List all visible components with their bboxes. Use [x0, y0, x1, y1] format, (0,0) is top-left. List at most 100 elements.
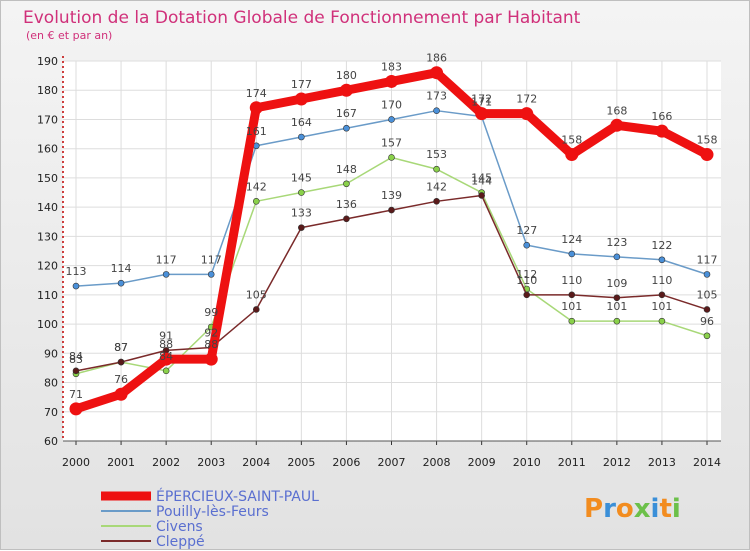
data-label: 158	[697, 134, 718, 147]
logo-letter: i	[651, 494, 660, 524]
data-point	[159, 352, 173, 366]
data-point	[249, 101, 263, 115]
data-label: 164	[291, 116, 312, 129]
data-label: 84	[69, 350, 83, 363]
data-label: 139	[381, 189, 402, 202]
y-tick-label: 90	[44, 347, 58, 360]
x-tick-label: 2012	[603, 456, 631, 469]
data-label: 145	[291, 172, 312, 185]
data-point	[252, 306, 260, 313]
data-label: 136	[336, 198, 357, 211]
data-point	[162, 367, 170, 375]
data-label: 87	[114, 341, 128, 354]
data-label: 171	[471, 96, 492, 109]
data-point	[385, 74, 398, 88]
data-label: 110	[561, 274, 582, 287]
x-tick-label: 2011	[558, 456, 586, 469]
data-label: 122	[651, 239, 672, 252]
data-label: 174	[246, 87, 267, 100]
data-point	[388, 116, 395, 123]
data-label: 101	[606, 300, 627, 313]
y-tick-label: 60	[44, 435, 58, 448]
data-point	[523, 291, 531, 299]
y-tick-label: 100	[37, 318, 58, 331]
data-point	[388, 154, 395, 161]
data-label: 153	[426, 148, 447, 161]
x-tick-label: 2006	[332, 456, 360, 469]
x-tick-label: 2010	[513, 456, 541, 469]
x-tick-label: 2013	[648, 456, 676, 469]
data-point	[658, 317, 666, 325]
logo-letter: o	[616, 494, 634, 524]
data-point	[72, 367, 80, 375]
legend-label: Cleppé	[156, 534, 205, 550]
data-point	[613, 294, 621, 302]
x-tick-label: 2003	[197, 456, 225, 469]
x-tick-label: 2014	[693, 456, 721, 469]
data-point	[568, 317, 576, 325]
data-label: 91	[159, 329, 173, 342]
y-tick-label: 130	[37, 230, 58, 243]
data-point	[294, 92, 308, 106]
logo-letter: P	[584, 494, 603, 524]
data-label: 133	[291, 207, 312, 220]
data-point	[703, 271, 711, 278]
data-label: 114	[111, 262, 132, 275]
x-tick-label: 2001	[107, 456, 135, 469]
data-point	[613, 317, 621, 325]
data-label: 99	[204, 306, 218, 319]
y-tick-label: 110	[37, 289, 58, 302]
legend-label: Civens	[156, 519, 203, 535]
data-point	[613, 253, 621, 261]
data-label: 117	[697, 253, 718, 266]
data-point	[475, 107, 489, 121]
data-point	[430, 66, 444, 80]
logo-letter: i	[672, 494, 681, 524]
data-label: 180	[336, 69, 357, 82]
data-label: 109	[606, 277, 627, 290]
data-label: 123	[606, 236, 627, 249]
data-label: 110	[516, 274, 537, 287]
data-label: 113	[66, 265, 87, 278]
data-label: 117	[201, 253, 222, 266]
data-point	[72, 282, 80, 290]
data-point	[433, 198, 440, 205]
chart-title: Evolution de la Dotation Globale de Fonc…	[23, 8, 581, 28]
y-tick-label: 70	[44, 406, 58, 419]
legend: ÉPERCIEUX-SAINT-PAULPouilly-lès-FeursCiv…	[101, 488, 319, 550]
data-label: 101	[651, 300, 672, 313]
data-point	[568, 291, 576, 299]
proxiti-logo: Proxiti	[584, 494, 681, 524]
chart-subtitle: (en € et par an)	[26, 29, 112, 42]
x-tick-label: 2004	[242, 456, 270, 469]
data-point	[478, 192, 485, 199]
data-label: 145	[471, 172, 492, 185]
data-point	[252, 198, 260, 205]
data-point	[610, 118, 624, 132]
data-point	[117, 358, 125, 366]
data-point	[298, 224, 305, 231]
data-point	[520, 107, 534, 121]
data-label: 142	[426, 180, 447, 193]
data-point	[433, 107, 440, 114]
data-label: 88	[204, 338, 218, 351]
data-label: 168	[606, 104, 627, 117]
y-tick-label: 80	[44, 377, 58, 390]
data-point	[433, 165, 440, 173]
x-tick-label: 2007	[378, 456, 406, 469]
data-label: 167	[336, 107, 357, 120]
data-label: 161	[246, 125, 267, 138]
x-tick-label: 2002	[152, 456, 180, 469]
data-label: 117	[156, 253, 177, 266]
data-label: 84	[159, 350, 173, 363]
logo-letter: t	[659, 494, 671, 524]
data-point	[523, 241, 531, 249]
data-point	[298, 133, 305, 141]
plot-area: 60 70 80 90 100 110 120 130 140 150 160 170 180 190 20…	[37, 52, 721, 469]
data-point	[388, 206, 395, 214]
logo-letter: r	[603, 494, 616, 524]
y-tick-label: 160	[37, 143, 58, 156]
data-point	[339, 83, 353, 97]
